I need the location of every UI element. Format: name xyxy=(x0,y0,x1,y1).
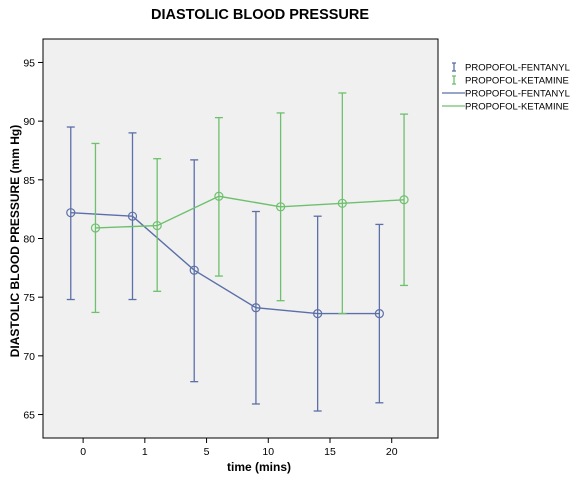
legend-label: PROPOFOL-FENTANYL xyxy=(465,89,570,100)
data-point xyxy=(152,220,162,231)
y-tick-label: 95 xyxy=(23,57,35,69)
plot-area xyxy=(42,38,439,439)
x-axis: 0 1 5 10 15 20 xyxy=(80,438,398,458)
x-tick-label: 1 xyxy=(142,446,148,458)
series-1 xyxy=(90,92,409,315)
y-tick-label: 75 xyxy=(23,292,35,304)
data-point xyxy=(90,223,101,233)
data-point xyxy=(189,265,199,275)
y-axis: 65 70 75 80 85 90 95 xyxy=(23,57,43,422)
legend: PROPOFOL-FENTANYL PROPOFOL-KETAMINE PROPOF… xyxy=(442,62,570,113)
x-tick-label: 20 xyxy=(386,446,398,458)
legend-label: PROPOFOL-KETAMINE xyxy=(465,102,569,113)
data-point xyxy=(214,191,224,201)
legend-item: PROPOFOL-FENTANYL xyxy=(442,89,570,100)
x-tick-label: 0 xyxy=(80,446,86,458)
x-tick-label: 10 xyxy=(262,446,274,458)
x-axis-label: time (mins) xyxy=(227,460,291,474)
legend-item: PROPOFOL-KETAMINE xyxy=(452,75,569,87)
data-point xyxy=(127,211,138,221)
chart-title: DIASTOLIC BLOOD PRESSURE xyxy=(151,7,369,23)
y-axis-label: DIASTOLIC BLOOD PRESSURE (mm Hg) xyxy=(8,125,22,357)
data-point xyxy=(313,309,323,319)
x-tick-label: 5 xyxy=(204,446,210,458)
data-point xyxy=(374,309,384,319)
series-0 xyxy=(66,126,384,412)
data-point xyxy=(399,195,409,205)
y-tick-label: 80 xyxy=(23,234,35,246)
y-tick-label: 85 xyxy=(23,175,35,187)
data-point xyxy=(66,208,76,218)
legend-label: PROPOFOL-FENTANYL xyxy=(465,63,570,74)
series-line xyxy=(70,211,380,315)
y-tick-label: 90 xyxy=(23,116,35,128)
data-point xyxy=(276,202,286,212)
legend-item: PROPOFOL-KETAMINE xyxy=(442,102,569,113)
x-tick-label: 15 xyxy=(324,446,336,458)
legend-label: PROPOFOL-KETAMINE xyxy=(465,76,569,87)
y-tick-label: 65 xyxy=(23,410,35,422)
data-point xyxy=(251,303,261,313)
series-layer xyxy=(66,92,409,412)
legend-item: PROPOFOL-FENTANYL xyxy=(452,62,570,74)
series-line xyxy=(95,195,405,229)
y-tick-label: 70 xyxy=(23,351,35,363)
data-point xyxy=(337,198,347,208)
